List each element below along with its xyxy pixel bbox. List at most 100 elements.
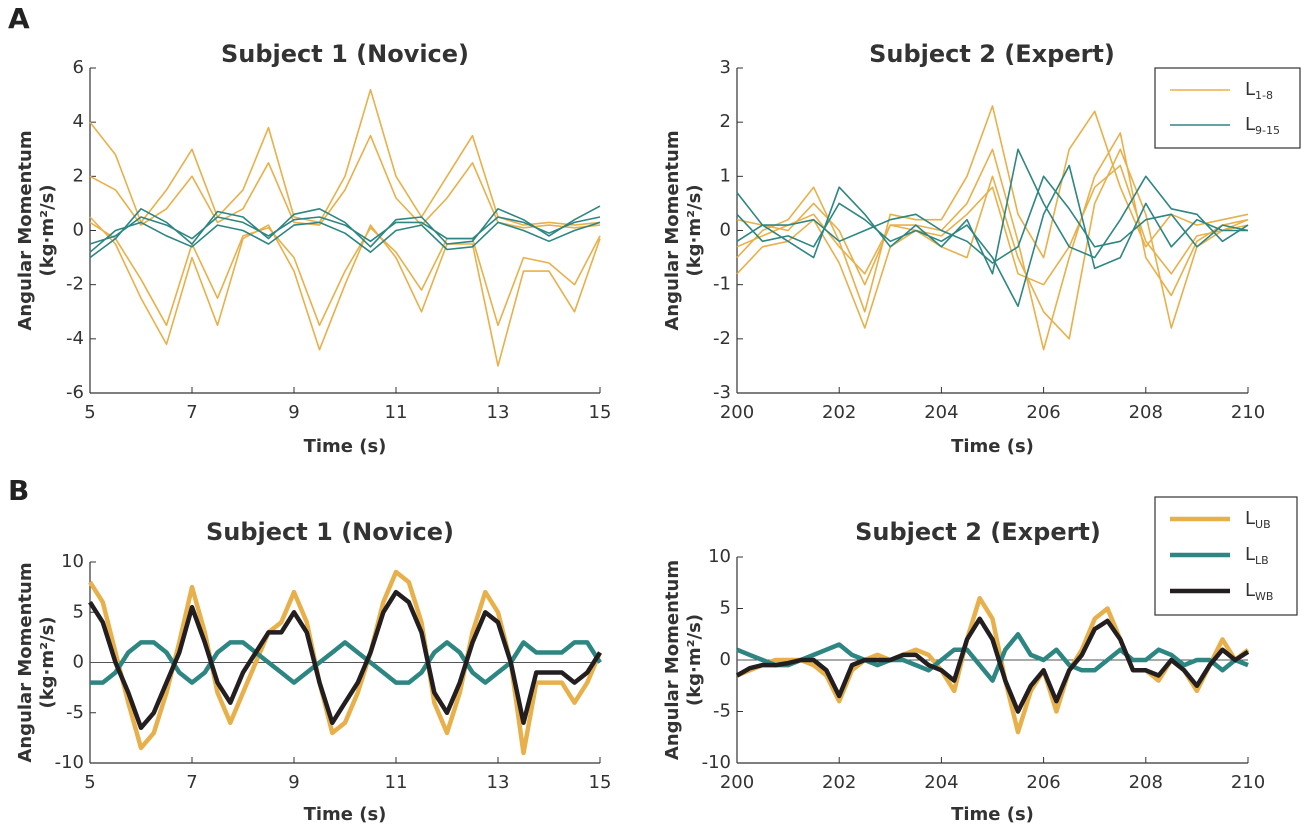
y-tick-label: -10: [702, 752, 731, 773]
legend-subscript: UB: [1255, 518, 1271, 531]
x-tick-label: 208: [1129, 772, 1163, 793]
y-tick-label: -6: [66, 382, 84, 403]
chart-title: Subject 2 (Expert): [869, 40, 1115, 68]
y-tick-label: -3: [713, 382, 731, 403]
data-line: [736, 148, 1249, 275]
y-axis-label-line: Angular Momentum: [15, 130, 36, 330]
data-line: [736, 164, 1249, 286]
data-line: [89, 221, 601, 327]
y-axis-label: Angular Momentum(kg·m²/s): [15, 562, 58, 762]
data-line: [736, 105, 1249, 313]
y-tick-label: -1: [713, 274, 731, 295]
x-tick-label: 200: [720, 402, 754, 423]
chart-title: Subject 1 (Novice): [221, 40, 469, 68]
x-tick-label: 5: [84, 402, 95, 423]
x-tick-label: 15: [589, 402, 612, 423]
data-line: [736, 132, 1249, 351]
x-tick-label: 9: [288, 402, 299, 423]
legend-subscript: WB: [1255, 590, 1273, 603]
legend-name: L: [1245, 114, 1255, 135]
legend-label: LUB: [1245, 508, 1271, 531]
data-line: [89, 205, 601, 259]
y-tick-label: -5: [713, 701, 731, 722]
y-tick-label: -5: [66, 702, 84, 723]
y-axis-label-line: (kg·m²/s): [684, 184, 705, 276]
y-tick-label: 10: [708, 546, 731, 567]
y-axis-label-line: (kg·m²/s): [684, 614, 705, 706]
legend-subscript: 1-8: [1255, 89, 1273, 102]
x-tick-label: 13: [487, 772, 510, 793]
x-tick-label: 202: [822, 772, 856, 793]
y-tick-label: 2: [720, 111, 731, 132]
x-tick-label: 204: [924, 772, 958, 793]
x-tick-label: 200: [720, 772, 754, 793]
data-line: [89, 221, 601, 253]
data-line: [736, 164, 1248, 308]
y-tick-label: 10: [61, 551, 84, 572]
x-axis-label: Time (s): [951, 804, 1034, 825]
x-tick-label: 5: [84, 772, 95, 793]
y-tick-label: 6: [73, 57, 84, 78]
y-tick-label: 2: [73, 165, 84, 186]
legend-name: L: [1245, 580, 1255, 601]
x-tick-label: 210: [1231, 402, 1265, 423]
x-tick-label: 210: [1231, 772, 1265, 793]
data-line: [736, 175, 1249, 264]
x-tick-label: 13: [487, 402, 510, 423]
legend-label: L1-8: [1245, 79, 1273, 102]
y-tick-label: -2: [713, 328, 731, 349]
y-axis-label: Angular Momentum(kg·m²/s): [662, 560, 705, 760]
x-tick-label: 7: [186, 402, 197, 423]
x-tick-label: 202: [822, 402, 856, 423]
x-axis-label: Time (s): [304, 436, 387, 457]
data-line: [89, 134, 601, 229]
legend-name: L: [1245, 544, 1255, 565]
y-tick-label: -4: [66, 328, 84, 349]
y-tick-label: 5: [73, 601, 84, 622]
y-axis-label-line: (kg·m²/s): [37, 616, 58, 708]
y-axis-label: Angular Momentum(kg·m²/s): [15, 130, 58, 330]
x-tick-label: 11: [385, 402, 408, 423]
y-tick-label: 3: [720, 57, 731, 78]
data-line: [89, 216, 601, 367]
y-tick-label: 0: [720, 649, 731, 670]
x-tick-label: 206: [1026, 772, 1060, 793]
panel-label: B: [8, 474, 29, 507]
y-axis-label-line: Angular Momentum: [662, 130, 683, 330]
data-line: [88, 589, 602, 731]
x-tick-label: 7: [186, 772, 197, 793]
x-axis-label: Time (s): [304, 804, 387, 825]
data-line: [736, 595, 1250, 735]
y-tick-label: 4: [73, 111, 84, 132]
x-axis-label: Time (s): [951, 436, 1034, 457]
y-axis-label-line: Angular Momentum: [15, 562, 36, 762]
y-tick-label: 5: [720, 598, 731, 619]
data-line: [736, 632, 1249, 683]
x-tick-label: 206: [1026, 402, 1060, 423]
data-line: [736, 148, 1249, 340]
y-tick-label: -2: [66, 274, 84, 295]
x-tick-label: 11: [385, 772, 408, 793]
x-tick-label: 204: [924, 402, 958, 423]
y-tick-label: 0: [73, 652, 84, 673]
panel-label: A: [8, 2, 30, 35]
legend-box: [1154, 67, 1301, 149]
x-tick-label: 15: [589, 772, 612, 793]
legend-label: LWB: [1245, 580, 1273, 603]
y-tick-label: -10: [55, 752, 84, 773]
legend-label: L9-15: [1245, 114, 1280, 137]
y-tick-label: 0: [73, 220, 84, 241]
y-tick-label: 0: [720, 220, 731, 241]
chart-title: Subject 2 (Expert): [855, 518, 1101, 546]
data-line: [89, 88, 601, 226]
y-tick-label: 1: [720, 165, 731, 186]
y-axis-label-line: (kg·m²/s): [37, 184, 58, 276]
data-line: [735, 616, 1250, 714]
y-axis-label-line: Angular Momentum: [662, 560, 683, 760]
chart-title: Subject 1 (Novice): [206, 518, 454, 546]
data-line: [89, 216, 601, 245]
legend-name: L: [1245, 508, 1255, 529]
legend-name: L: [1245, 79, 1255, 100]
y-axis-label: Angular Momentum(kg·m²/s): [662, 130, 705, 330]
